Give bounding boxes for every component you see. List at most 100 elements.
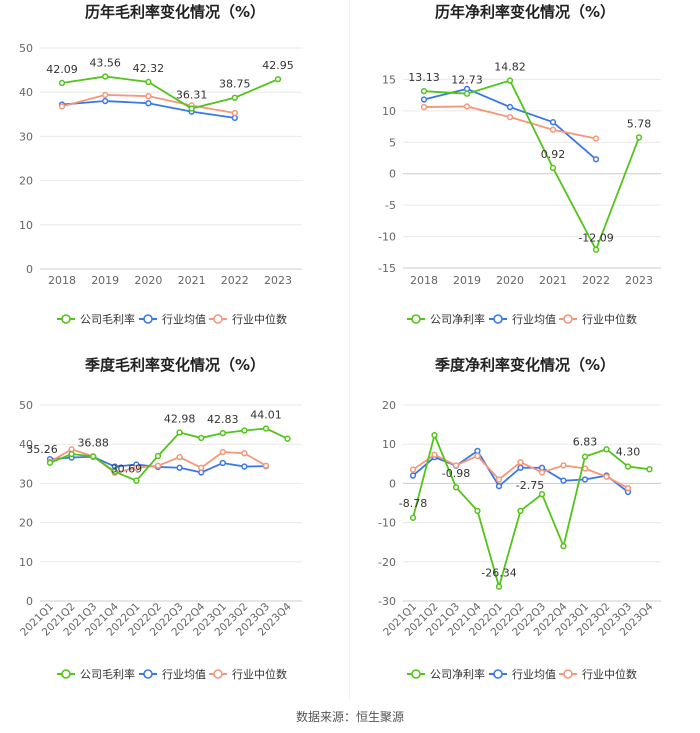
y-tick-label: 30 [19,130,33,143]
data-source-note: 数据来源：恒生聚源 [295,710,404,724]
industry_median-point [495,476,503,483]
data-label: 38.75 [219,78,251,91]
company-point [495,583,503,590]
company-point [549,164,557,172]
legend-marker [61,669,71,679]
company-point [463,90,471,97]
company-point [506,77,514,84]
industry_avg-point [102,97,109,105]
industry_avg-point [495,482,503,490]
data-label: 12.73 [451,74,483,87]
chart-title: 历年毛利率变化情况（%） [85,3,265,21]
industry_median-point [145,93,152,100]
company-point [154,452,162,460]
x-tick-label: 2023 [625,274,653,287]
y-tick-label: 10 [19,219,33,232]
y-tick-label: 10 [382,438,396,451]
company-point [176,429,183,436]
x-tick-label: 2018 [48,274,76,287]
y-tick-label: 20 [19,175,33,188]
company-point [474,507,481,514]
industry_avg-point [420,96,428,103]
y-tick-label: 50 [19,399,33,412]
legend-label: 行业中位数 [232,312,287,326]
data-label: 0.92 [541,148,566,161]
quarterly-gross-margin-chart: 季度毛利率变化情况（%） 0 10 20 30 40 50 2021Q1 2021Q2 2021Q… [0,353,350,703]
industry_avg-point [231,114,238,121]
company-point [284,435,291,442]
data-label: 44.01 [250,408,282,421]
company-line [412,432,650,590]
annual-net-margin-chart: 历年净利率变化情况（%） -15 -10 -5 0 5 10 15 2018 2019 2020 20… [350,0,700,350]
industry_median-point [506,113,514,121]
company-point [231,94,238,101]
data-label: 42.98 [164,413,196,426]
legend-label: 行业均值 [512,668,556,681]
company-point [646,466,653,473]
industry_avg-point [145,100,152,107]
y-tick-label: 0 [26,595,33,608]
x-tick-label: 2020 [496,274,524,287]
legend-label: 行业中位数 [582,312,637,326]
legend-label: 行业均值 [162,313,206,326]
y-tick-label: 0 [389,168,396,181]
company-point [431,432,438,439]
industry_avg-point [219,459,226,467]
x-tick-label: 2022 [221,274,249,287]
data-label: 30.69 [111,463,143,476]
industry_median-point [452,462,460,469]
industry_median-point [198,464,205,471]
company-point [58,79,66,87]
industry_avg-point [463,85,471,93]
industry_avg-point [474,447,481,455]
annual-net-margin-svg: 历年净利率变化情况（%） -15 -10 -5 0 5 10 15 2018 2019 2020 20… [378,3,661,326]
y-tick-label: -20 [378,556,396,569]
industry_avg-point [549,119,557,126]
y-tick-label: 40 [19,438,33,451]
industry_median-point [133,464,140,471]
company-point [538,491,546,498]
company-line [49,427,288,482]
industry_avg-point [409,472,417,479]
company-point [68,450,75,458]
industry_median-point [431,451,438,458]
legend-marker [411,669,421,679]
company-point [145,78,152,86]
legend-marker [213,314,223,324]
company-point [133,477,140,484]
x-tick-label: 2021 [539,274,567,287]
data-label: 35.26 [26,443,58,456]
industry_avg-point [506,103,514,111]
y-tick-label: 5 [389,136,396,149]
industry_median-point [154,462,162,469]
industry_median-point [603,473,610,480]
legend-marker [493,314,503,324]
x-tick-label: 2020 [134,274,162,287]
legend-label: 公司净利率 [430,312,485,326]
quarterly-net-margin-svg: 季度净利率变化情况（%）-30-20-10010202021Q12021Q220… [378,356,661,681]
company-point [90,453,97,460]
y-tick-label: 10 [382,105,396,118]
industry_avg-point [592,156,600,163]
data-label: 42.83 [207,413,239,426]
legend-marker [143,669,153,679]
y-tick-label: -10 [378,231,396,244]
industry_avg-point [517,464,524,471]
company-point [409,514,417,521]
company-point [46,459,54,466]
legend-label: 行业中位数 [582,667,637,681]
legend-label: 行业均值 [512,313,556,326]
company-point [635,134,643,141]
data-label: 43.56 [89,56,121,69]
legend-marker [143,314,153,324]
company-point [603,446,610,453]
company-point [198,434,205,442]
legend-label: 公司毛利率 [80,312,135,326]
industry_avg-point [176,464,183,471]
data-label: 42.32 [133,62,165,75]
company-point [592,246,600,253]
data-label: 4.30 [616,446,641,459]
quarterly-gross-margin-svg: 季度毛利率变化情况（%）010203040502021Q12021Q22021Q… [18,356,302,681]
legend-marker [563,314,573,324]
y-tick-label: 0 [26,263,33,276]
